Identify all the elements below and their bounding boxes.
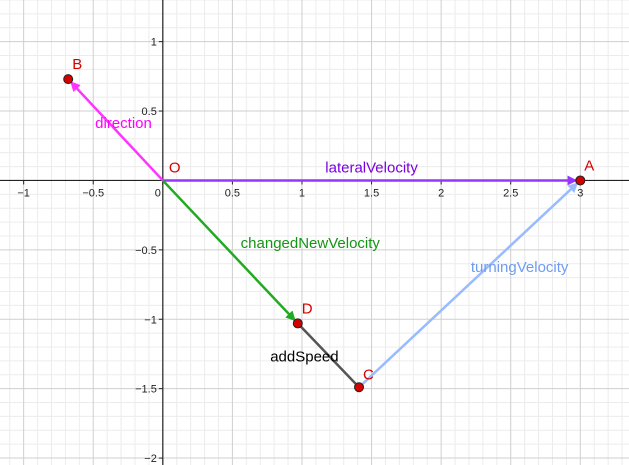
y-tick-label: −1.5 [135, 384, 157, 396]
y-tick-label: −1 [144, 314, 157, 326]
vector-changed-new-velocity[interactable] [161, 179, 296, 322]
x-tick-label: 3 [577, 187, 583, 199]
vector-label-lateral-velocity: lateralVelocity [325, 159, 418, 176]
vector-label-direction: direction [95, 115, 152, 132]
segment-add-speed[interactable] [296, 322, 360, 389]
y-tick-label: −0.5 [135, 245, 157, 257]
x-tick-label: 1.5 [364, 187, 379, 199]
y-tick-label: 0.5 [142, 106, 157, 118]
vectors-and-segments [70, 81, 579, 389]
x-tick-label: −1 [17, 187, 30, 199]
vector-label-changed-new-velocity: changedNewVelocity [241, 235, 381, 252]
vector-direction[interactable] [70, 81, 164, 182]
object-labels: addSpeed direction lateralVelocity changedN… [72, 56, 594, 383]
segment-label-add-speed: addSpeed [270, 348, 338, 365]
vector-turning-velocity[interactable] [358, 182, 579, 389]
x-tick-label: 1 [299, 187, 305, 199]
x-tick-label: 2 [438, 187, 444, 199]
tick-labels: −1 −0.5 0 0.5 1 1.5 2 2.5 3 1 0.5 −0.5 −1 −1.5 −2 [17, 37, 583, 465]
y-tick-label: 1 [151, 37, 157, 49]
x-tick-label: −0.5 [82, 187, 104, 199]
vector-label-turning-velocity: turningVelocity [471, 259, 569, 276]
point-label-A: A [584, 157, 594, 174]
point-label-D: D [302, 300, 313, 317]
x-tick-label: 0 [155, 187, 161, 199]
x-tick-label: 0.5 [225, 187, 240, 199]
point-label-C: C [363, 366, 374, 383]
point-A[interactable] [575, 175, 586, 186]
point-label-B: B [72, 56, 82, 73]
point-B[interactable] [63, 74, 74, 85]
points [63, 74, 586, 393]
point-label-O: O [169, 159, 181, 176]
point-C[interactable] [354, 382, 365, 393]
point-D[interactable] [292, 318, 303, 329]
y-tick-label: −2 [144, 453, 157, 465]
x-tick-label: 2.5 [503, 187, 518, 199]
